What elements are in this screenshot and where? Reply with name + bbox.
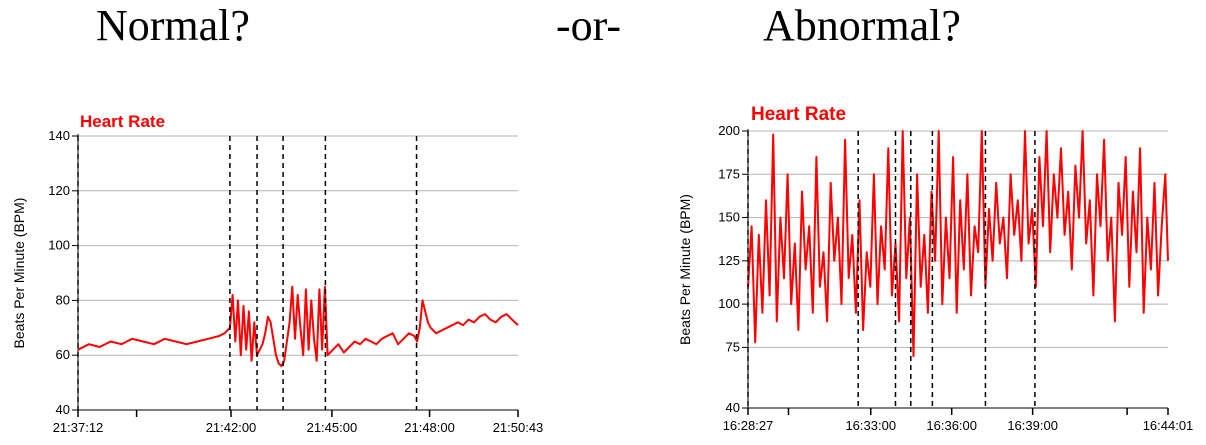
normal-heart-rate-chart: Heart Rate 40 60 80 100 120 140 Beats Per Minut… (11, 112, 544, 435)
y-tick-label: 40 (56, 402, 70, 417)
y-axis-label: Beats Per Minute (BPM) (11, 198, 27, 349)
heart-rate-series-line (747, 130, 1169, 358)
y-tick-label: 125 (718, 253, 740, 268)
x-tick-label: 16:36:00 (926, 418, 977, 433)
y-tick-label: 200 (718, 123, 740, 138)
x-tick-label: 21:42:00 (206, 420, 257, 435)
y-tick-label: 100 (48, 238, 70, 253)
x-tick-label: 21:50:43 (493, 420, 544, 435)
y-tick-label: 80 (56, 292, 70, 307)
y-tick-label: 60 (56, 347, 70, 362)
normal-heading: Normal? (96, 1, 250, 50)
abnormal-heart-rate-chart: Heart Rate 40 75 100 125 150 175 200 Beats Per M… (677, 104, 1194, 433)
y-tick-label: 120 (48, 183, 70, 198)
y-tick-label: 150 (718, 210, 740, 225)
y-tick-label: 175 (718, 166, 740, 181)
x-tick-label: 21:45:00 (307, 420, 358, 435)
or-heading: -or- (556, 1, 622, 50)
heart-rate-series-line (77, 285, 519, 368)
x-tick-label: 16:44:01 (1143, 418, 1194, 433)
chart-title: Heart Rate (751, 104, 846, 125)
x-tick-label: 21:48:00 (404, 420, 455, 435)
x-tick-label: 16:28:27 (723, 418, 774, 433)
y-tick-label: 40 (726, 400, 740, 415)
chart-title: Heart Rate (80, 112, 165, 131)
x-tick-label: 16:33:00 (845, 418, 896, 433)
x-tick-label: 16:39:00 (1007, 418, 1058, 433)
y-tick-label: 75 (726, 339, 740, 354)
y-tick-label: 100 (718, 296, 740, 311)
y-axis-label: Beats Per Minute (BPM) (677, 194, 693, 345)
x-tick-label: 21:37:12 (53, 420, 104, 435)
abnormal-heading: Abnormal? (763, 1, 961, 50)
y-tick-label: 140 (48, 128, 70, 143)
